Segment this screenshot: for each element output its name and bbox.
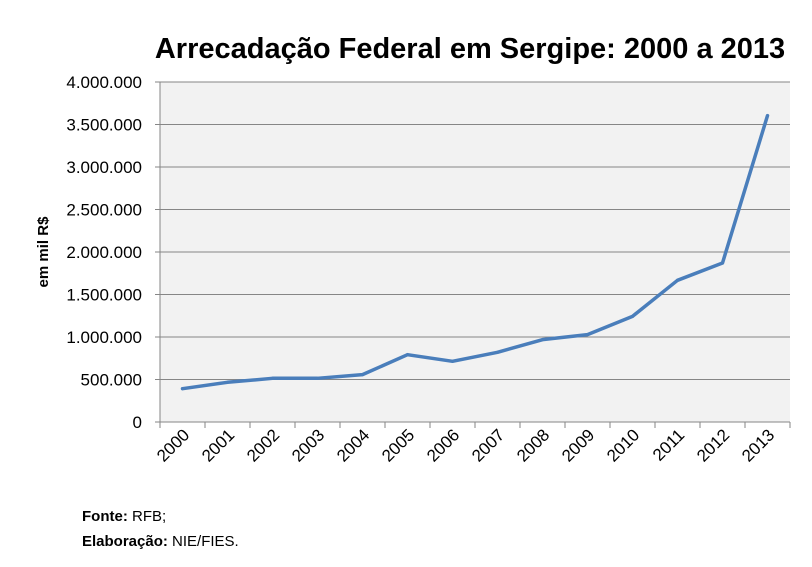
source-note: Fonte: RFB;	[82, 508, 166, 525]
data-point	[721, 261, 724, 265]
data-point	[226, 380, 229, 384]
source-label: Fonte:	[82, 508, 128, 525]
y-tick-label: 0	[133, 413, 142, 432]
x-tick-label: 2010	[603, 425, 643, 465]
data-point	[316, 376, 319, 380]
x-tick-label: 2000	[153, 425, 193, 465]
y-tick-label: 3.000.000	[66, 158, 142, 177]
x-tick-label: 2008	[513, 425, 553, 465]
data-point	[271, 376, 274, 380]
x-tick-label: 2002	[243, 425, 283, 465]
credit-label: Elaboração:	[82, 533, 168, 550]
x-tick-label: 2011	[649, 425, 688, 464]
series-line	[180, 113, 770, 391]
x-tick-label: 2013	[738, 425, 778, 465]
y-tick-label: 4.000.000	[66, 73, 142, 92]
data-point	[541, 338, 544, 342]
data-point	[451, 359, 454, 363]
credit-note: Elaboração: NIE/FIES.	[82, 533, 239, 550]
y-tick-label: 1.000.000	[66, 328, 142, 347]
data-point	[496, 350, 499, 354]
y-tick-label: 3.500.000	[66, 116, 142, 135]
chart-title: Arrecadação Federal em Sergipe: 2000 a 2…	[155, 33, 785, 65]
data-point	[586, 333, 589, 337]
x-tick-label: 2009	[558, 425, 598, 465]
y-axis-label: em mil R$	[35, 216, 52, 288]
x-tick-label: 2012	[693, 425, 733, 465]
data-point	[181, 387, 184, 391]
x-tick-label: 2005	[378, 425, 418, 465]
x-tick-label: 2003	[288, 425, 328, 465]
source-value: RFB;	[132, 508, 167, 525]
credit-value: NIE/FIES.	[172, 533, 239, 550]
y-tick-label: 500.000	[81, 371, 142, 390]
data-point	[406, 353, 409, 357]
data-point	[361, 373, 364, 377]
x-tick-label: 2004	[333, 425, 373, 465]
y-tick-label: 2.000.000	[66, 243, 142, 262]
y-tick-label: 1.500.000	[66, 286, 142, 305]
x-tick-label: 2006	[423, 425, 463, 465]
y-tick-label: 2.500.000	[66, 201, 142, 220]
x-tick-label: 2007	[468, 425, 508, 465]
x-tick-label: 2001	[198, 425, 238, 465]
data-point	[676, 278, 679, 282]
data-point	[631, 314, 634, 318]
data-point	[766, 114, 769, 118]
